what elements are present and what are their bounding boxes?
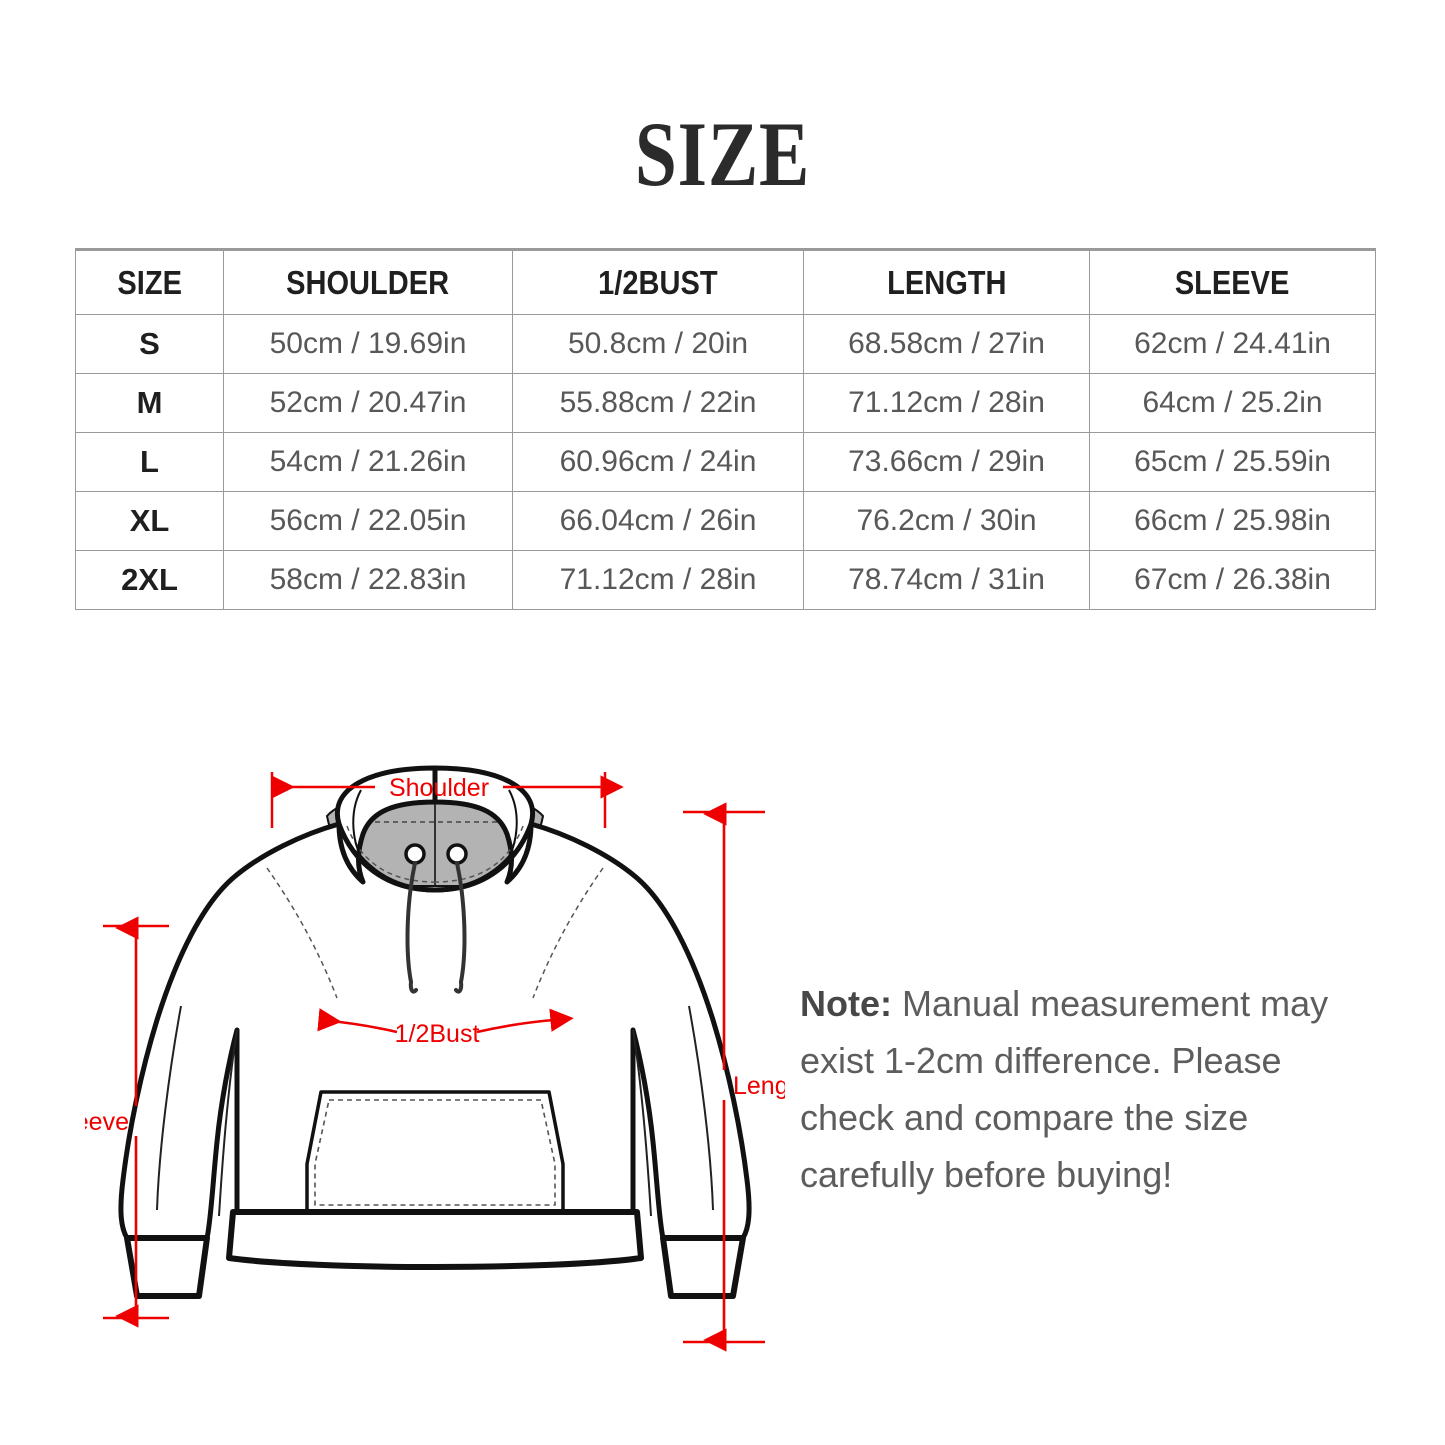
note-text: Manual measurement may exist 1-2cm diffe…	[800, 983, 1329, 1195]
cell-shoulder: 54cm / 21.26in	[223, 432, 513, 492]
cell-size: 2XL	[75, 550, 224, 610]
sleeve-fold-right	[688, 1005, 714, 1211]
bust-arrow-right-half	[476, 1008, 574, 1034]
cell-shoulder: 58cm / 22.83in	[223, 550, 513, 610]
cell-bust: 55.88cm / 22in	[512, 373, 804, 433]
cell-bust: 60.96cm / 24in	[512, 432, 804, 492]
shoulder-seam-left	[266, 867, 338, 999]
drawstring-right	[455, 861, 467, 984]
table-row: L 54cm / 21.26in 60.96cm / 24in 73.66cm …	[75, 432, 1376, 492]
cell-size: M	[75, 373, 224, 433]
cell-bust: 71.12cm / 28in	[512, 550, 804, 610]
cell-bust: 50.8cm / 20in	[512, 314, 804, 374]
cell-sleeve: 62cm / 24.41in	[1089, 314, 1376, 374]
pocket-stitch	[314, 1099, 556, 1206]
table-row: M 52cm / 20.47in 55.88cm / 22in 71.12cm …	[75, 373, 1376, 433]
column-header-size: SIZE	[75, 248, 224, 315]
column-header-bust: 1/2BUST	[512, 248, 804, 315]
size-chart-table: SIZE SHOULDER 1/2BUST LENGTH SLEEVE S 50…	[75, 248, 1376, 610]
length-label: Length	[733, 1072, 785, 1100]
table-header-row: SIZE SHOULDER 1/2BUST LENGTH SLEEVE	[75, 248, 1376, 315]
hood-outer-right	[432, 765, 535, 885]
cuff-right	[660, 1235, 746, 1299]
hoodie-body	[118, 821, 752, 1241]
cell-sleeve: 64cm / 25.2in	[1089, 373, 1376, 433]
cell-length: 78.74cm / 31in	[803, 550, 1090, 610]
cell-shoulder: 56cm / 22.05in	[223, 491, 513, 551]
dimension-length: Length	[683, 802, 785, 1352]
drawstring-left-tip	[408, 980, 418, 994]
cell-size: XL	[75, 491, 224, 551]
hood-inner-fold-left	[352, 789, 368, 867]
cell-shoulder: 50cm / 19.69in	[223, 314, 513, 374]
dimension-shoulder: Shoulder	[270, 772, 624, 828]
column-header-shoulder: SHOULDER	[223, 248, 513, 315]
armhole-fold-left	[218, 1029, 238, 1217]
table-row: 2XL 58cm / 22.83in 71.12cm / 28in 78.74c…	[75, 550, 1376, 610]
column-header-sleeve: SLEEVE	[1089, 248, 1376, 315]
cell-size: L	[75, 432, 224, 492]
cell-length: 73.66cm / 29in	[803, 432, 1090, 492]
shoulder-seam-right	[532, 867, 604, 999]
cell-length: 76.2cm / 30in	[803, 491, 1090, 551]
measurement-note: Note: Manual measurement may exist 1-2cm…	[800, 975, 1370, 1203]
hood-outer-left	[335, 765, 438, 885]
sleeve-label: Sleeve	[85, 1108, 129, 1136]
table-row: XL 56cm / 22.05in 66.04cm / 26in 76.2cm …	[75, 491, 1376, 551]
hood-inner-fold-right	[502, 789, 518, 867]
table-row: S 50cm / 19.69in 50.8cm / 20in 68.58cm /…	[75, 314, 1376, 374]
note-label: Note:	[800, 983, 892, 1024]
eyelet-right	[446, 843, 468, 865]
cell-sleeve: 65cm / 25.59in	[1089, 432, 1376, 492]
dimension-half-bust: 1/2Bust	[317, 1008, 574, 1048]
column-header-length: LENGTH	[803, 248, 1090, 315]
hoodie-measurement-diagram: Shoulder 1/2Bust Length Sleeve	[85, 750, 785, 1390]
sleeve-fold-left	[156, 1005, 182, 1211]
hood-front-roll	[336, 823, 534, 893]
bust-arrow-left-half	[317, 1008, 398, 1034]
kangaroo-pocket	[305, 1090, 565, 1214]
half-bust-label: 1/2Bust	[395, 1020, 480, 1048]
dimension-sleeve: Sleeve	[85, 916, 169, 1328]
armhole-fold-right	[632, 1029, 652, 1217]
cell-bust: 66.04cm / 26in	[512, 491, 804, 551]
cell-length: 68.58cm / 27in	[803, 314, 1090, 374]
hem-rib	[226, 1209, 644, 1270]
shoulder-label: Shoulder	[389, 774, 489, 802]
drawstring-right-tip	[454, 980, 464, 994]
drawstring-left	[405, 861, 417, 984]
cell-shoulder: 52cm / 20.47in	[223, 373, 513, 433]
hood-roll-stitch-left	[346, 825, 436, 883]
cuff-left	[124, 1235, 210, 1299]
eyelet-left	[404, 843, 426, 865]
cell-sleeve: 67cm / 26.38in	[1089, 550, 1376, 610]
cell-size: S	[75, 314, 224, 374]
cell-length: 71.12cm / 28in	[803, 373, 1090, 433]
page-title: SIZE	[634, 103, 811, 205]
cell-sleeve: 66cm / 25.98in	[1089, 491, 1376, 551]
hood-roll-stitch-right	[434, 825, 524, 883]
